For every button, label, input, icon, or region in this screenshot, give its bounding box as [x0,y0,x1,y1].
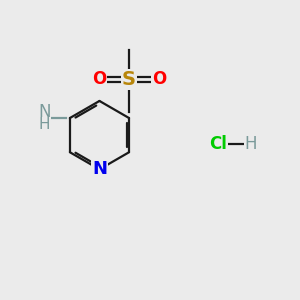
Text: O: O [92,70,106,88]
Text: H: H [39,117,50,132]
Text: Cl: Cl [209,135,227,153]
Text: S: S [122,70,136,89]
Text: H: H [245,135,257,153]
Text: N: N [92,160,107,178]
Text: N: N [38,103,51,121]
Text: O: O [152,70,166,88]
